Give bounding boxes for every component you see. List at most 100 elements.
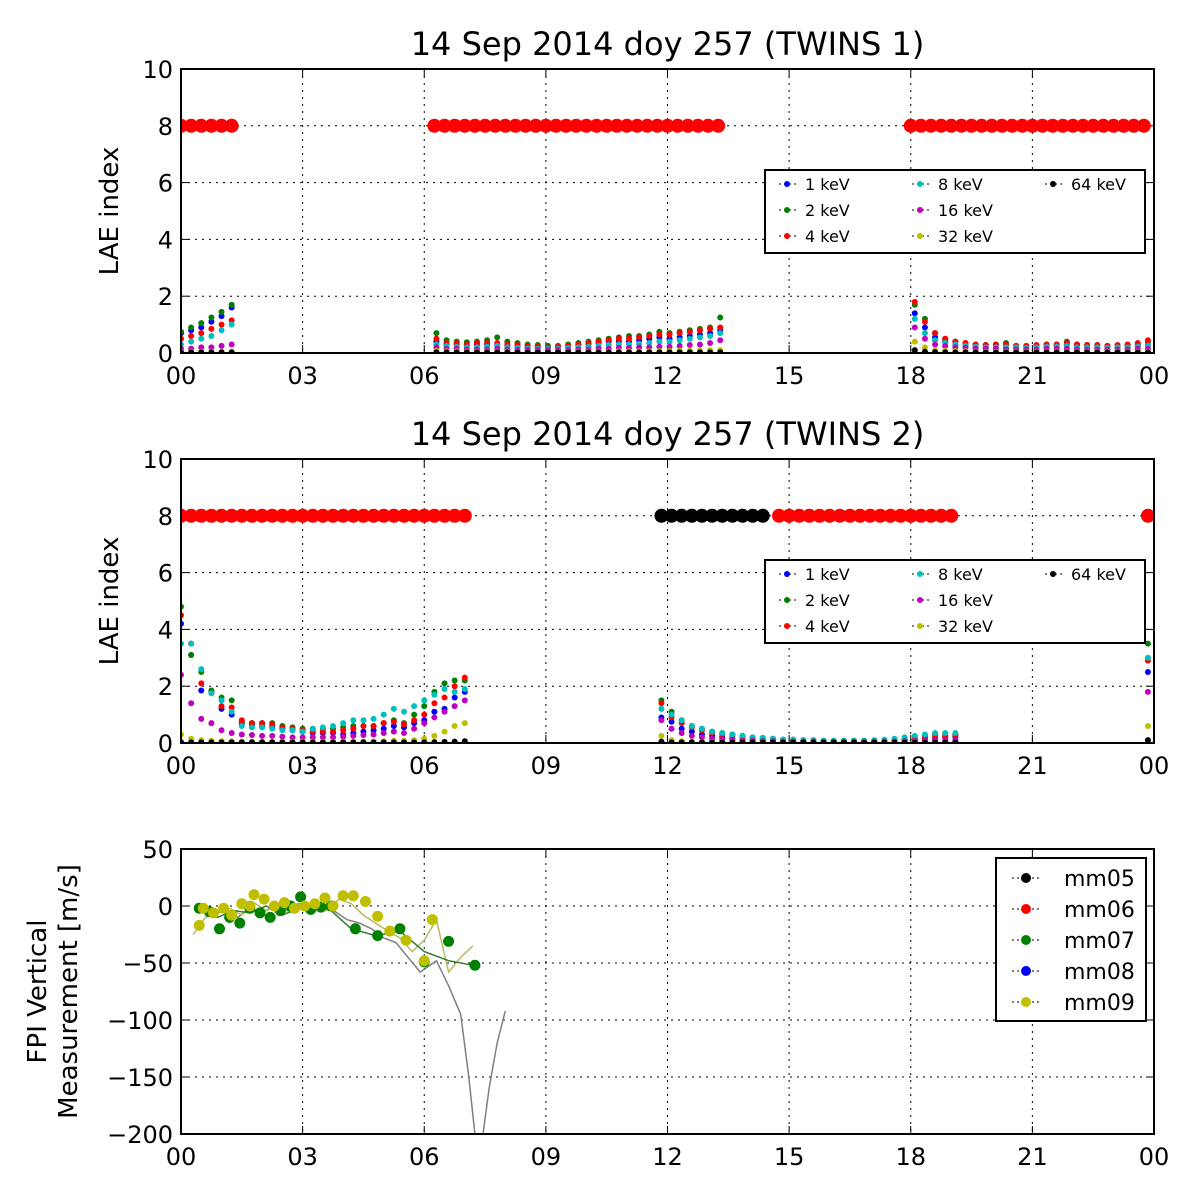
data-point — [360, 717, 367, 724]
flag-point — [650, 118, 665, 133]
y-tick-label: 8 — [158, 503, 173, 531]
data-point — [198, 320, 205, 327]
y-axis-label-line: FPI Vertical — [23, 920, 53, 1064]
data-point — [441, 680, 448, 687]
data-point — [259, 732, 266, 739]
data-point — [932, 341, 939, 348]
data-point — [431, 732, 438, 739]
series-point-mm07 — [469, 959, 481, 971]
data-point — [248, 720, 255, 727]
data-point — [658, 717, 665, 724]
flag-point — [853, 508, 868, 523]
flag-point — [701, 118, 716, 133]
legend-label: mm05 — [1064, 867, 1135, 892]
data-point — [421, 720, 428, 727]
y-tick-label: 4 — [158, 226, 173, 254]
data-point — [360, 722, 367, 729]
flag-point — [660, 118, 675, 133]
data-point — [319, 728, 326, 735]
data-point — [198, 715, 205, 722]
y-tick-label: −50 — [122, 950, 173, 978]
data-point — [228, 317, 235, 324]
flag-point — [346, 508, 361, 523]
flag-point — [295, 508, 310, 523]
legend-label: 8 keV — [938, 175, 983, 194]
flag-point — [711, 118, 726, 133]
y-tick-label: −100 — [107, 1007, 173, 1035]
data-point — [696, 334, 703, 341]
flag-point — [417, 508, 432, 523]
x-tick-label: 21 — [1017, 1143, 1048, 1171]
series-point-mm09 — [258, 893, 270, 905]
data-point — [228, 341, 235, 348]
flag-point — [994, 118, 1009, 133]
data-point — [658, 738, 665, 743]
series-point-mm09 — [268, 900, 280, 912]
flag-point — [457, 508, 472, 523]
legend-marker — [917, 597, 923, 603]
data-point — [228, 301, 235, 308]
data-point — [350, 732, 357, 739]
flag-point — [974, 118, 989, 133]
data-point — [911, 338, 918, 345]
data-point — [942, 730, 949, 737]
data-point — [380, 711, 387, 718]
flag-point — [386, 508, 401, 523]
fpi-chart: 00 03 06 09 12 15 18 21 00 50 0 −50 −100 −150 −200 FPI … — [23, 836, 1169, 1171]
series-point-mm09 — [359, 895, 371, 907]
data-point — [390, 705, 397, 712]
data-point — [289, 734, 296, 741]
flag-point — [194, 508, 209, 523]
legend-label: 32 keV — [938, 617, 993, 636]
data-point — [658, 732, 665, 739]
series-point-mm07 — [264, 911, 276, 923]
series-line — [201, 902, 507, 1134]
x-tick-label: 12 — [652, 752, 683, 780]
legend-marker — [917, 207, 923, 213]
data-point — [390, 718, 397, 725]
flag-point — [680, 118, 695, 133]
data-point — [911, 298, 918, 305]
data-point — [911, 310, 918, 317]
flag-point — [934, 508, 949, 523]
flag-point — [944, 118, 959, 133]
flag-point — [1065, 118, 1080, 133]
data-point — [198, 344, 205, 351]
series-point-mm09 — [207, 907, 219, 919]
data-point — [1144, 337, 1151, 344]
x-tick-label: 21 — [1017, 362, 1048, 390]
legend-marker — [1021, 873, 1031, 883]
legend-box — [995, 857, 1147, 1022]
flag-point — [305, 508, 320, 523]
data-point — [921, 318, 928, 325]
flag-point — [654, 508, 669, 523]
data-point — [676, 337, 683, 344]
data-point — [646, 332, 653, 339]
flag-point — [725, 508, 740, 523]
data-point — [451, 703, 458, 710]
x-tick-label: 18 — [895, 752, 926, 780]
x-tick-label: 00 — [166, 752, 197, 780]
data-point — [911, 347, 918, 353]
x-tick-label: 09 — [531, 362, 562, 390]
x-tick-label: 00 — [1139, 362, 1170, 390]
flag-point — [1126, 118, 1141, 133]
data-point — [248, 732, 255, 739]
flag-point — [842, 508, 857, 523]
flag-point — [893, 508, 908, 523]
flag-point — [549, 118, 564, 133]
flag-point — [214, 118, 229, 133]
data-point — [208, 720, 215, 727]
data-point — [595, 338, 602, 345]
data-point — [658, 705, 665, 712]
flag-point — [508, 118, 523, 133]
flag-point — [1076, 118, 1091, 133]
flag-point — [903, 118, 918, 133]
x-tick-label: 03 — [287, 752, 318, 780]
flag-point — [1116, 118, 1131, 133]
data-point — [921, 324, 928, 331]
data-point — [319, 734, 326, 741]
flag-point — [457, 118, 472, 133]
